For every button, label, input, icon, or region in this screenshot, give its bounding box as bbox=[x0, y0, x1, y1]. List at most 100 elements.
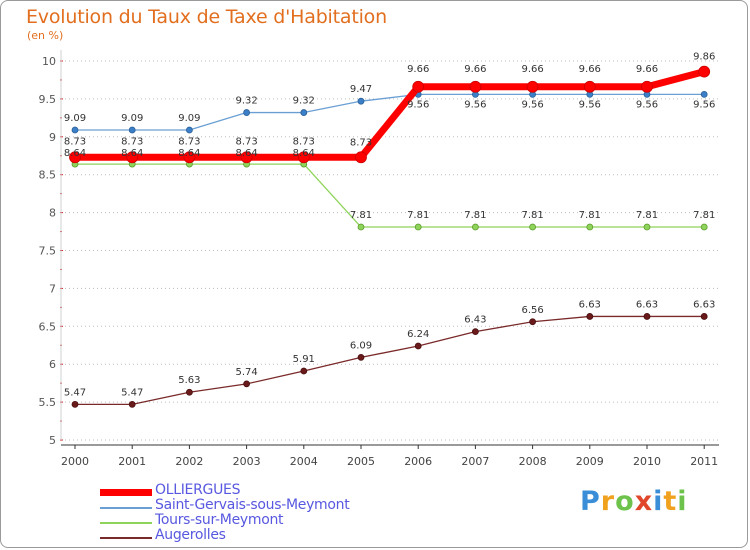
y-tick-label: 8 bbox=[49, 207, 56, 220]
logo-letter: x bbox=[634, 486, 654, 517]
data-point bbox=[412, 80, 425, 93]
data-point bbox=[643, 223, 651, 231]
y-tick-label: 8.5 bbox=[39, 169, 57, 182]
data-label: 9.32 bbox=[235, 96, 257, 107]
data-label: 8.73 bbox=[293, 136, 315, 147]
data-point bbox=[240, 151, 253, 164]
data-point bbox=[300, 367, 308, 375]
data-label: 6.24 bbox=[407, 329, 429, 340]
y-tick-label: 6 bbox=[49, 358, 56, 371]
data-label: 7.81 bbox=[350, 210, 372, 221]
data-label: 6.43 bbox=[464, 315, 486, 326]
data-point bbox=[586, 223, 594, 231]
data-label: 7.81 bbox=[693, 210, 715, 221]
data-point bbox=[297, 151, 310, 164]
data-point bbox=[71, 400, 79, 408]
series-line bbox=[71, 68, 708, 161]
data-point bbox=[357, 223, 365, 231]
legend-label: Saint-Gervais-sous-Meymont bbox=[155, 497, 350, 513]
data-point bbox=[471, 328, 479, 336]
data-point bbox=[700, 223, 708, 231]
data-point bbox=[128, 400, 136, 408]
data-label: 9.56 bbox=[464, 99, 486, 110]
data-label: 9.66 bbox=[407, 64, 429, 75]
legend-swatch bbox=[100, 507, 152, 509]
y-tick-label: 9.5 bbox=[39, 93, 57, 106]
data-point bbox=[583, 80, 596, 93]
logo-letter: i bbox=[677, 486, 688, 517]
data-label: 5.47 bbox=[64, 387, 86, 398]
x-tick-label: 2011 bbox=[690, 455, 718, 468]
logo-letter: P bbox=[580, 486, 601, 517]
x-tick-label: 2001 bbox=[118, 455, 146, 468]
series-line bbox=[74, 93, 705, 131]
data-point bbox=[357, 97, 365, 105]
data-point bbox=[71, 126, 79, 134]
data-label: 6.09 bbox=[350, 340, 372, 351]
y-tick-label: 5.5 bbox=[39, 396, 57, 409]
data-point bbox=[586, 313, 594, 320]
x-tick-label: 2002 bbox=[175, 455, 203, 468]
data-label: 8.73 bbox=[235, 136, 257, 147]
logo-letter: o bbox=[615, 486, 635, 517]
logo-letter: i bbox=[653, 486, 664, 517]
y-tick-label: 7 bbox=[49, 282, 56, 295]
data-point bbox=[526, 80, 539, 93]
data-label: 9.09 bbox=[178, 113, 200, 124]
data-point bbox=[529, 223, 536, 231]
data-point bbox=[126, 151, 139, 164]
data-label: 9.09 bbox=[121, 113, 143, 124]
legend-swatch bbox=[100, 522, 152, 524]
data-label: 8.73 bbox=[64, 136, 86, 147]
line-chart: 5 5.5 6 6.5 7 7.5 8 8.5 9 9.5 10 2000 2001 2002 2003 20… bbox=[39, 50, 719, 468]
series-line bbox=[74, 315, 705, 406]
data-labels-layer: 8.73 8.73 8.73 8.73 8.73 8.73 9.66 9.66 9.66 9.66… bbox=[64, 52, 715, 399]
x-tick-label: 2008 bbox=[519, 455, 547, 468]
data-point bbox=[700, 313, 708, 320]
data-point bbox=[69, 151, 81, 164]
data-point bbox=[185, 388, 193, 396]
y-tick-label: 5 bbox=[49, 434, 56, 447]
legend-label: Augerolles bbox=[155, 527, 226, 543]
x-tick-label: 2009 bbox=[576, 455, 604, 468]
data-label: 7.81 bbox=[636, 210, 658, 221]
axes: 5 5.5 6 6.5 7 7.5 8 8.5 9 9.5 10 2000 2001 2002 2003 20… bbox=[39, 50, 719, 468]
data-label: 7.81 bbox=[579, 210, 601, 221]
x-tick-label: 2010 bbox=[633, 455, 661, 468]
data-label: 9.56 bbox=[636, 99, 658, 110]
data-label: 9.66 bbox=[521, 64, 543, 75]
data-label: 7.81 bbox=[464, 210, 486, 221]
data-label: 9.56 bbox=[693, 99, 715, 110]
data-label: 9.66 bbox=[579, 64, 601, 75]
data-label: 9.09 bbox=[64, 113, 86, 124]
data-label: 6.63 bbox=[579, 299, 601, 310]
data-point bbox=[698, 65, 711, 78]
data-label: 9.32 bbox=[293, 96, 315, 107]
chart-title: Evolution du Taux de Taxe d'Habitation bbox=[26, 6, 387, 28]
legend-label: Tours-sur-Meymont bbox=[155, 512, 284, 528]
data-label: 5.74 bbox=[235, 367, 257, 378]
data-label: 5.47 bbox=[121, 387, 143, 398]
data-point bbox=[243, 380, 251, 388]
data-label: 5.91 bbox=[293, 354, 315, 365]
data-point bbox=[355, 151, 367, 164]
data-label: 8.64 bbox=[121, 148, 143, 159]
data-point bbox=[357, 353, 365, 361]
x-tick-label: 2003 bbox=[233, 455, 261, 468]
logo-letter: r bbox=[600, 486, 616, 517]
data-point bbox=[529, 318, 536, 326]
data-point bbox=[128, 126, 136, 134]
x-tick-label: 2005 bbox=[347, 455, 375, 468]
data-point bbox=[471, 223, 479, 231]
data-point bbox=[700, 90, 708, 98]
y-tick-label: 10 bbox=[42, 55, 56, 68]
data-point bbox=[183, 151, 196, 164]
data-label: 8.73 bbox=[350, 137, 372, 148]
data-point bbox=[469, 80, 482, 93]
x-tick-label: 2004 bbox=[290, 455, 318, 468]
data-label: 8.73 bbox=[121, 136, 143, 147]
series-layer bbox=[69, 65, 711, 408]
logo-letter: t bbox=[663, 486, 678, 517]
data-label: 9.47 bbox=[350, 84, 372, 95]
